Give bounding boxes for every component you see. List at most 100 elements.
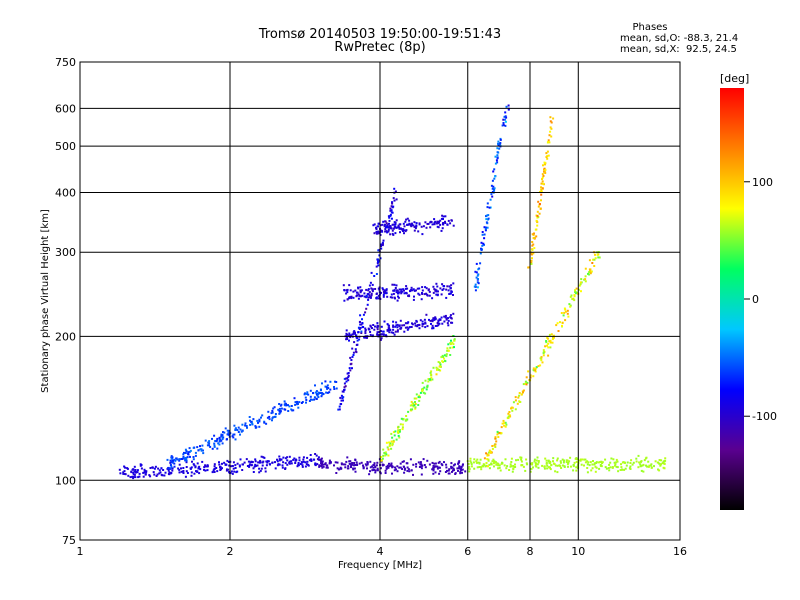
data-point <box>267 410 270 413</box>
phase-stats-o-mode: mean, sd,O: -88.3, 21.4 <box>620 33 739 44</box>
data-point <box>533 460 536 463</box>
data-point <box>435 373 438 376</box>
data-point <box>322 463 324 466</box>
data-point <box>213 445 216 448</box>
data-point <box>368 294 371 297</box>
data-point <box>380 330 382 333</box>
data-point <box>218 436 221 439</box>
data-point <box>635 457 638 460</box>
data-point <box>459 472 462 475</box>
data-point <box>443 320 446 323</box>
data-point <box>407 410 410 413</box>
data-point <box>447 469 450 472</box>
data-point <box>461 464 464 467</box>
data-point <box>371 327 373 330</box>
data-point <box>394 232 397 235</box>
data-point <box>373 223 376 226</box>
data-point <box>223 431 226 434</box>
data-point <box>485 452 488 455</box>
data-point <box>537 460 540 462</box>
data-point <box>248 416 251 418</box>
data-point <box>592 258 595 261</box>
data-point <box>418 222 421 225</box>
data-point <box>547 346 550 349</box>
data-point <box>561 458 564 461</box>
data-point <box>435 366 438 369</box>
data-point <box>305 401 307 404</box>
data-point <box>294 459 297 462</box>
data-point <box>395 324 398 327</box>
data-point <box>387 215 390 218</box>
data-point <box>385 441 388 444</box>
data-point <box>424 221 427 224</box>
data-point <box>280 407 283 410</box>
data-point <box>502 419 505 422</box>
data-point <box>494 175 497 178</box>
data-point <box>385 288 388 291</box>
data-point <box>467 467 470 470</box>
data-point <box>398 226 401 229</box>
data-point <box>445 463 448 466</box>
data-point <box>394 325 397 328</box>
data-point <box>453 346 455 349</box>
data-point <box>354 289 357 292</box>
data-point <box>398 436 401 439</box>
data-point <box>214 440 217 442</box>
data-point <box>450 467 453 470</box>
data-point <box>496 430 499 433</box>
data-point <box>556 322 559 325</box>
data-point <box>590 270 593 273</box>
data-point <box>595 461 598 464</box>
data-point <box>391 466 394 469</box>
data-point <box>260 455 263 458</box>
data-point <box>298 401 301 404</box>
data-point <box>365 288 368 291</box>
data-point <box>530 259 533 262</box>
data-point <box>352 331 355 334</box>
data-point <box>142 471 145 474</box>
data-point <box>443 357 445 360</box>
data-point <box>431 324 434 327</box>
data-point <box>547 460 550 463</box>
data-point <box>353 462 356 464</box>
data-point <box>435 282 438 285</box>
data-point <box>360 332 363 334</box>
data-point <box>436 293 439 296</box>
data-point <box>281 464 284 467</box>
data-point <box>190 466 193 469</box>
data-point <box>590 469 593 472</box>
data-point <box>508 469 511 471</box>
data-point <box>394 466 396 469</box>
data-point <box>378 254 381 257</box>
data-point <box>447 472 450 475</box>
data-point <box>386 295 389 298</box>
data-point <box>586 467 589 469</box>
data-point <box>549 341 552 344</box>
data-point <box>276 464 279 467</box>
data-point <box>573 461 576 464</box>
data-point <box>358 338 361 341</box>
data-point <box>361 318 363 321</box>
data-point <box>211 471 214 474</box>
data-point <box>182 472 185 474</box>
data-point <box>531 248 534 251</box>
data-point <box>413 221 416 224</box>
data-point <box>380 229 383 232</box>
data-point <box>492 185 495 188</box>
data-point <box>294 462 297 464</box>
data-point <box>406 469 409 472</box>
data-point <box>434 316 437 319</box>
data-point <box>329 380 332 383</box>
data-point <box>501 462 504 464</box>
data-point <box>405 218 408 221</box>
data-point <box>158 469 161 472</box>
data-point <box>468 470 471 473</box>
data-point <box>640 460 643 463</box>
data-point <box>431 461 434 464</box>
data-point <box>288 460 291 463</box>
data-point <box>422 458 425 461</box>
data-point <box>363 336 366 339</box>
data-point <box>279 410 282 413</box>
data-point <box>195 470 197 473</box>
data-point <box>405 292 408 295</box>
